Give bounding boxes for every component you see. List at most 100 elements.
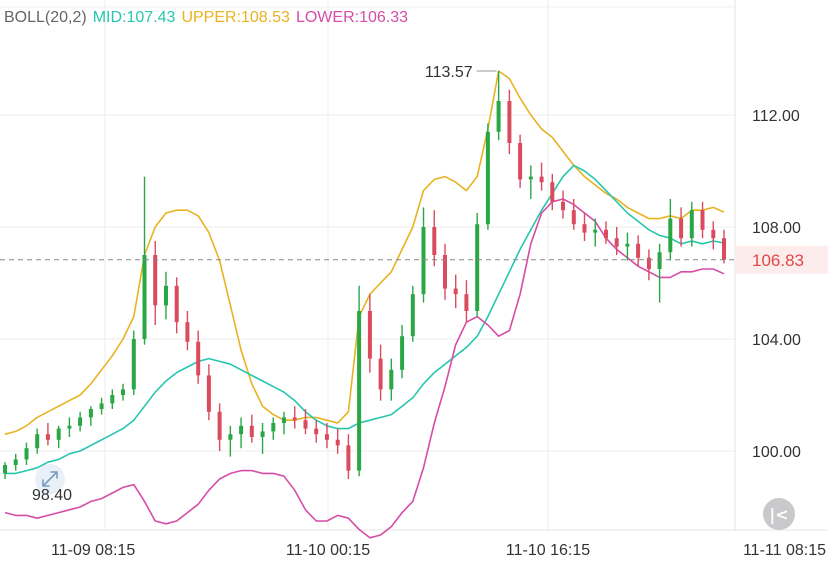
collapse-button[interactable]: |< bbox=[763, 498, 795, 530]
annotations: 113.57 98.40 bbox=[32, 64, 497, 504]
candle bbox=[121, 383, 125, 401]
candle bbox=[507, 89, 512, 155]
candle-body bbox=[3, 465, 7, 474]
candle-body bbox=[56, 428, 61, 440]
candle-body bbox=[24, 448, 29, 460]
candle-body bbox=[67, 425, 72, 429]
candle bbox=[56, 425, 61, 449]
candle-body bbox=[453, 288, 458, 295]
candle bbox=[217, 403, 222, 451]
candle-body bbox=[464, 294, 469, 311]
candle bbox=[571, 199, 576, 230]
candle bbox=[228, 425, 233, 457]
candle bbox=[496, 71, 501, 141]
candle-body bbox=[378, 358, 383, 390]
candle bbox=[110, 389, 115, 409]
candle-body bbox=[346, 445, 351, 471]
candle bbox=[689, 201, 694, 247]
candle-body bbox=[185, 322, 190, 342]
candle-body bbox=[518, 143, 523, 180]
chevron-left-bar-icon: |< bbox=[769, 504, 789, 524]
candle-body bbox=[561, 201, 565, 211]
candle-body bbox=[45, 434, 50, 440]
candle-body bbox=[668, 218, 673, 253]
candle bbox=[3, 462, 7, 479]
candle bbox=[550, 173, 555, 211]
grid bbox=[0, 0, 828, 531]
candle bbox=[142, 176, 147, 345]
candle bbox=[174, 277, 179, 334]
candle-body bbox=[282, 417, 286, 423]
candle bbox=[131, 330, 136, 395]
current-price-line: 106.83 bbox=[0, 245, 828, 274]
candle bbox=[722, 229, 726, 264]
candle-body bbox=[421, 227, 426, 295]
candle-body bbox=[571, 210, 576, 225]
candle bbox=[518, 134, 523, 188]
candle-body bbox=[131, 339, 136, 390]
candle bbox=[378, 344, 383, 401]
candle bbox=[303, 409, 308, 435]
low-annotation: 98.40 bbox=[32, 464, 72, 504]
candle-body bbox=[142, 255, 147, 339]
candles bbox=[3, 71, 726, 479]
low-price-label: 98.40 bbox=[32, 487, 72, 504]
candle-body bbox=[367, 311, 372, 359]
candle-body bbox=[475, 224, 480, 311]
candle bbox=[668, 199, 673, 261]
candle bbox=[99, 397, 104, 415]
candle bbox=[711, 221, 716, 250]
candle bbox=[528, 165, 533, 199]
bollinger-bands bbox=[4, 70, 725, 539]
candle-body bbox=[700, 210, 705, 230]
candle-body bbox=[550, 182, 555, 202]
candle-body bbox=[35, 434, 40, 449]
candle-body bbox=[153, 255, 158, 306]
candle-body bbox=[271, 423, 276, 432]
candle bbox=[78, 411, 83, 432]
candle bbox=[271, 417, 276, 440]
candle-body bbox=[539, 176, 544, 183]
candle-body bbox=[625, 243, 630, 247]
candle-body bbox=[174, 285, 179, 323]
candle bbox=[443, 243, 447, 300]
candle-body bbox=[646, 257, 651, 269]
candle bbox=[282, 411, 286, 435]
candle-body bbox=[679, 218, 684, 239]
x-tick-label: 11-11 08:15 bbox=[743, 542, 826, 559]
candle bbox=[335, 428, 340, 454]
candle-body bbox=[324, 434, 329, 440]
candle bbox=[239, 417, 244, 449]
candle bbox=[432, 210, 437, 267]
candle bbox=[292, 406, 297, 429]
upper-value: UPPER:108.53 bbox=[181, 9, 290, 26]
candle-body bbox=[507, 101, 512, 143]
candle bbox=[453, 274, 458, 309]
candle-body bbox=[260, 431, 265, 437]
candle-body bbox=[582, 224, 587, 233]
candle bbox=[13, 453, 18, 471]
candle-body bbox=[528, 176, 533, 180]
candle-body bbox=[228, 434, 233, 440]
candle-body bbox=[239, 425, 244, 435]
candle bbox=[314, 420, 319, 443]
y-tick-label: 104.00 bbox=[752, 332, 801, 349]
candle bbox=[45, 423, 50, 446]
candle bbox=[593, 218, 598, 247]
candle-body bbox=[303, 420, 308, 429]
candle-body bbox=[292, 417, 297, 421]
candle-body bbox=[443, 255, 447, 289]
band-mid-line bbox=[5, 164, 725, 475]
axes: 112.00 108.00 104.00 100.00 11-09 08:15 11-10… bbox=[51, 108, 826, 559]
x-tick-label: 11-10 00:15 bbox=[286, 542, 370, 559]
candle bbox=[464, 280, 469, 323]
candle-body bbox=[121, 389, 125, 395]
y-tick-label: 112.00 bbox=[752, 108, 800, 125]
candle bbox=[614, 227, 619, 255]
candle-body bbox=[496, 101, 501, 132]
candle bbox=[604, 221, 608, 244]
x-tick-label: 11-09 08:15 bbox=[51, 542, 135, 559]
candle bbox=[164, 271, 168, 320]
